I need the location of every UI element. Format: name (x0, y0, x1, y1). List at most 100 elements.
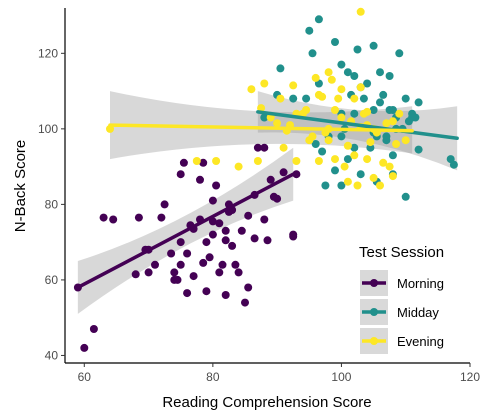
point-morning (221, 291, 230, 299)
point-morning (134, 213, 143, 222)
point-morning (273, 194, 282, 203)
fit-line-morning (76, 172, 295, 290)
point-morning (176, 170, 185, 179)
point-evening (395, 109, 404, 118)
point-midday (395, 49, 404, 58)
point-midday (331, 166, 339, 175)
fit-line-midday (256, 110, 459, 141)
point-morning (144, 268, 153, 277)
x-axis-ticks: 60 80 100 120 (78, 363, 480, 384)
point-evening (324, 68, 333, 77)
confidence-band-evening (110, 91, 413, 160)
point-morning (215, 268, 224, 277)
point-midday (363, 79, 372, 88)
y-tick-label: 100 (38, 122, 58, 136)
legend-key-point (370, 308, 378, 316)
point-midday (388, 151, 397, 160)
point-evening (273, 119, 282, 128)
point-evening (337, 113, 346, 122)
point-morning (228, 241, 237, 250)
point-morning (234, 268, 243, 277)
point-morning (250, 234, 259, 243)
point-evening (369, 173, 378, 182)
legend-label-midday: Midday (397, 305, 439, 320)
point-evening (257, 104, 266, 113)
y-tick-label: 120 (38, 46, 58, 60)
point-morning (179, 158, 188, 167)
point-evening (279, 143, 288, 152)
point-midday (411, 113, 420, 122)
point-evening (302, 106, 311, 114)
point-evening (253, 157, 262, 165)
y-tick-label: 40 (45, 348, 59, 362)
point-evening (327, 75, 336, 84)
point-midday (308, 49, 317, 58)
point-morning (131, 270, 140, 279)
point-midday (401, 192, 410, 201)
point-evening (353, 181, 362, 190)
point-morning (183, 249, 192, 258)
y-axis-ticks: 40 60 80 100 120 (38, 46, 65, 362)
y-tick-label: 80 (45, 197, 59, 211)
point-evening (356, 83, 365, 92)
point-midday (289, 94, 298, 103)
point-midday (382, 132, 391, 141)
point-morning (202, 287, 211, 296)
point-evening (247, 85, 256, 94)
x-tick-label: 120 (460, 370, 480, 384)
point-evening (289, 81, 298, 90)
point-evening (382, 119, 391, 128)
point-evening (212, 157, 221, 165)
point-morning (199, 158, 208, 167)
point-morning (183, 289, 192, 298)
point-midday (379, 90, 388, 99)
point-morning (199, 258, 208, 267)
x-axis-title: Reading Comprehension Score (162, 394, 371, 411)
data-points (73, 7, 458, 352)
point-morning (215, 219, 224, 228)
point-evening (385, 162, 394, 171)
point-evening (356, 7, 365, 16)
point-midday (401, 94, 410, 103)
point-evening (366, 138, 375, 147)
legend-label-evening: Evening (397, 334, 444, 349)
point-evening (379, 158, 388, 167)
point-midday (305, 26, 314, 35)
point-morning (109, 215, 118, 224)
x-tick-label: 60 (78, 370, 92, 384)
point-midday (449, 160, 458, 169)
point-midday (343, 68, 352, 77)
point-evening (350, 151, 359, 160)
point-midday (414, 145, 423, 154)
point-evening (343, 177, 352, 186)
point-evening (331, 106, 339, 114)
point-morning (196, 175, 204, 184)
point-morning (167, 249, 176, 258)
point-evening (311, 73, 320, 82)
regression-lines (76, 110, 459, 290)
point-evening (340, 162, 349, 171)
point-midday (376, 68, 384, 77)
point-morning (205, 253, 214, 262)
x-tick-label: 100 (331, 370, 351, 384)
point-morning (266, 175, 275, 184)
point-evening (343, 141, 352, 150)
point-morning (202, 238, 211, 247)
point-midday (314, 15, 323, 24)
point-morning (244, 283, 253, 292)
x-tick-label: 80 (206, 370, 220, 384)
point-midday (369, 41, 378, 50)
point-midday (350, 143, 359, 152)
legend-title: Test Session (359, 244, 444, 261)
point-evening (192, 157, 201, 165)
point-morning (157, 213, 166, 222)
point-morning (176, 238, 185, 247)
point-evening (318, 92, 327, 101)
point-evening (331, 155, 339, 164)
point-midday (356, 170, 365, 179)
point-morning (279, 168, 288, 177)
point-morning (237, 226, 246, 235)
point-evening (276, 94, 285, 103)
point-evening (392, 140, 401, 148)
